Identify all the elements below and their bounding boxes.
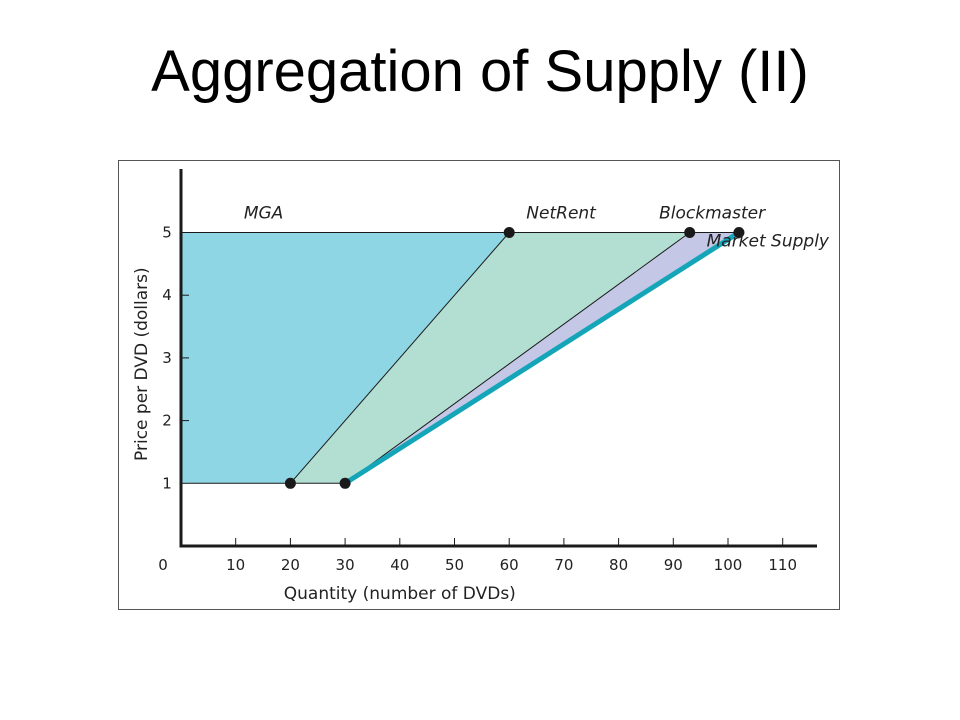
chart-frame: 0 10 20 30 40 50 60 70 80 90 100 110 1 2 3 4 5 Quantity (…: [118, 160, 840, 610]
data-point: [733, 227, 745, 238]
data-point: [684, 227, 696, 238]
netrent-region: [290, 232, 690, 484]
mga-supply-line: [290, 232, 510, 484]
x-tick-label: 110: [768, 556, 797, 574]
market-supply-line: [343, 230, 741, 486]
x-tick-label: 70: [554, 556, 573, 574]
curve-label: Blockmaster: [659, 204, 766, 224]
data-point: [503, 227, 515, 238]
supply-chart: 0 10 20 30 40 50 60 70 80 90 100 110 1 2 3 4 5 Quantity (…: [132, 169, 830, 604]
y-tick-label: 3: [162, 349, 172, 367]
data-point: [284, 477, 296, 489]
curve-label: NetRent: [526, 204, 597, 224]
data-point: [339, 477, 351, 489]
slide-title: Aggregation of Supply (II): [151, 39, 809, 104]
x-tick-label: 30: [336, 556, 355, 574]
curve-label: MGA: [244, 204, 283, 224]
x-tick-label: 20: [281, 556, 300, 574]
x-tick-label: 10: [226, 556, 245, 574]
curve-label: Market Supply: [707, 231, 830, 251]
netrent-supply-line: [344, 232, 691, 484]
y-tick-label: 5: [162, 224, 172, 242]
x-tick-label: 100: [714, 556, 743, 574]
y-axis-label: Price per DVD (dollars): [132, 267, 152, 461]
y-tick-label: 4: [162, 286, 172, 304]
x-tick-label: 60: [500, 556, 519, 574]
x-tick-label: 80: [609, 556, 628, 574]
y-tick-label: 2: [162, 412, 172, 430]
shaded-regions: [181, 232, 739, 484]
x-tick-label: 90: [664, 556, 683, 574]
supply-lines: [189, 230, 741, 486]
y-tick-label: 1: [162, 474, 172, 492]
x-tick-label: 40: [390, 556, 409, 574]
data-points: [284, 227, 745, 489]
x-axis-label: Quantity (number of DVDs): [284, 584, 516, 604]
chart-labels: MGA NetRent Blockmaster Market Supply: [244, 204, 830, 252]
x-tick-label: 50: [445, 556, 464, 574]
axes: 0 10 20 30 40 50 60 70 80 90 100 110 1 2 3 4 5 Quantity (…: [132, 169, 817, 604]
mga-region: [181, 232, 510, 484]
x-tick-label: 0: [158, 556, 168, 574]
